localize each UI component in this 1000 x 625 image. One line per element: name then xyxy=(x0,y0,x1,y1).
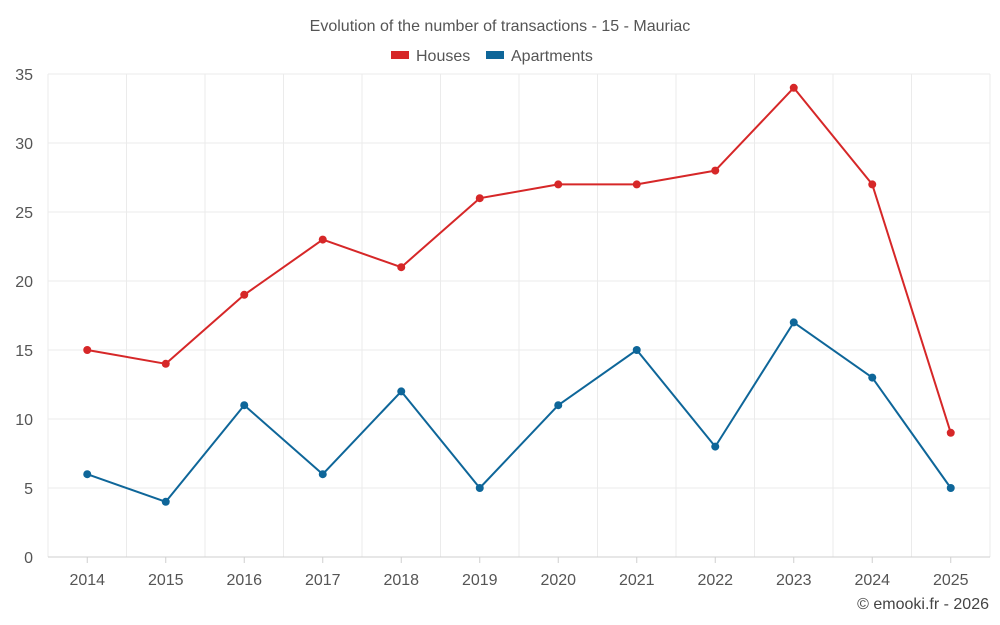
x-axis-ticks: 2014 2015 2016 2017 2018 2019 2020 2021 2022 2023… xyxy=(69,557,969,589)
data-point-houses[interactable] xyxy=(868,180,877,189)
data-point-houses[interactable] xyxy=(318,235,327,244)
data-point-apartments[interactable] xyxy=(868,373,877,382)
legend-label-apartments: Apartments xyxy=(511,48,593,65)
legend-label-houses: Houses xyxy=(416,48,470,65)
x-tick-label: 2020 xyxy=(540,572,576,589)
data-point-houses[interactable] xyxy=(632,180,641,189)
data-point-houses[interactable] xyxy=(946,428,955,437)
data-point-apartments[interactable] xyxy=(946,484,955,492)
x-tick-label: 2021 xyxy=(619,572,655,589)
legend-swatch-apartments xyxy=(486,51,504,59)
chart-title: Evolution of the number of transactions … xyxy=(310,18,691,35)
x-tick-label: 2025 xyxy=(933,572,969,589)
y-axis-ticks: 0 5 10 15 20 25 30 35 xyxy=(15,67,33,567)
y-tick-label: 0 xyxy=(24,550,33,567)
data-point-apartments[interactable] xyxy=(632,346,641,354)
x-tick-label: 2016 xyxy=(226,572,262,589)
series-apartments xyxy=(83,318,955,506)
data-point-apartments[interactable] xyxy=(83,470,92,479)
y-tick-label: 15 xyxy=(15,343,33,360)
x-tick-label: 2014 xyxy=(69,572,105,589)
y-tick-label: 5 xyxy=(24,481,33,498)
data-point-apartments[interactable] xyxy=(318,470,327,479)
credit-text: © emooki.fr - 2026 xyxy=(857,596,989,613)
data-point-houses[interactable] xyxy=(397,263,406,272)
data-point-apartments[interactable] xyxy=(789,318,798,327)
series-houses xyxy=(83,83,955,437)
data-point-houses[interactable] xyxy=(475,194,484,203)
legend: Houses Apartments xyxy=(391,48,593,65)
data-point-houses[interactable] xyxy=(789,83,798,92)
x-tick-label: 2019 xyxy=(462,572,498,589)
y-tick-label: 10 xyxy=(15,412,33,429)
data-point-apartments[interactable] xyxy=(161,497,170,506)
data-point-houses[interactable] xyxy=(161,359,170,368)
x-tick-label: 2017 xyxy=(305,572,341,589)
y-tick-label: 35 xyxy=(15,67,33,84)
x-tick-label: 2023 xyxy=(776,572,812,589)
data-point-apartments[interactable] xyxy=(475,484,484,492)
x-tick-label: 2024 xyxy=(854,572,890,589)
series-line-apartments xyxy=(86,321,952,503)
data-point-houses[interactable] xyxy=(240,290,249,299)
series xyxy=(83,83,955,506)
data-point-houses[interactable] xyxy=(554,180,563,189)
series-line-houses xyxy=(87,86,952,434)
y-tick-label: 25 xyxy=(15,205,33,222)
x-tick-label: 2022 xyxy=(697,572,733,589)
legend-swatch-houses xyxy=(391,51,409,59)
data-point-houses[interactable] xyxy=(83,346,92,354)
data-point-apartments[interactable] xyxy=(240,401,249,410)
y-tick-label: 30 xyxy=(15,136,33,153)
gridlines xyxy=(47,73,991,557)
data-point-apartments[interactable] xyxy=(711,442,720,451)
data-point-apartments[interactable] xyxy=(397,387,406,396)
x-tick-label: 2018 xyxy=(383,572,419,589)
y-tick-label: 20 xyxy=(15,274,33,291)
x-tick-label: 2015 xyxy=(148,572,184,589)
data-point-houses[interactable] xyxy=(711,166,720,175)
data-point-apartments[interactable] xyxy=(554,401,563,410)
